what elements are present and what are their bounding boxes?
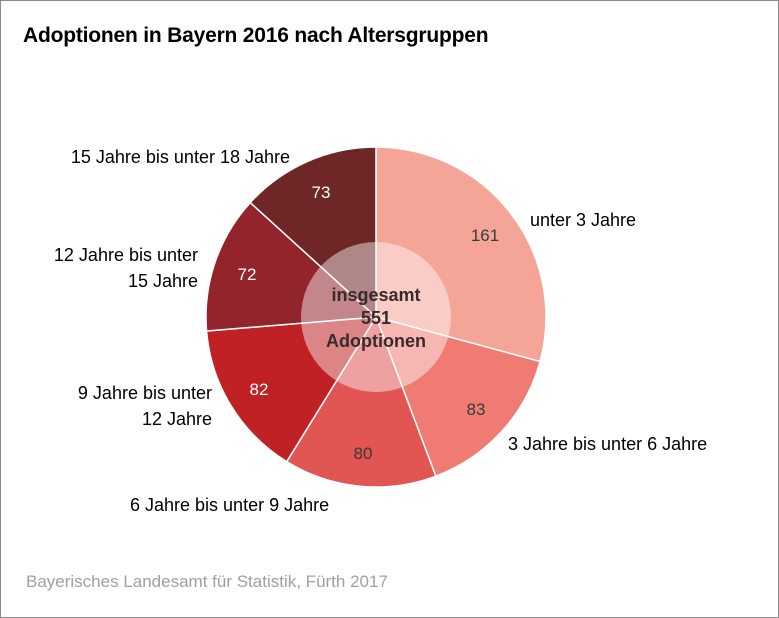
slice-value-label: 161 [471,226,499,245]
pie-slice [285,315,437,488]
pie-slice [205,316,378,463]
pie-slice [374,315,541,478]
slice-category-label: 12 Jahre bis unter [54,245,198,265]
pie-slice [249,146,377,319]
center-total-label: Adoptionen [326,331,426,351]
slice-value-label: 72 [238,265,257,284]
slice-category-label: 15 Jahre bis unter 18 Jahre [71,147,290,167]
slice-category-label: 12 Jahre [142,409,212,429]
slice-value-label: 83 [467,400,486,419]
slice-value-label: 82 [250,380,269,399]
center-circle [301,242,451,392]
center-total-label: insgesamt [331,285,420,305]
slice-category-label: 9 Jahre bis unter [78,383,212,403]
slice-category-label: unter 3 Jahre [530,210,636,230]
slice-category-label: 6 Jahre bis unter 9 Jahre [130,495,329,515]
chart-title: Adoptionen in Bayern 2016 nach Altersgru… [23,24,489,47]
slice-value-label: 80 [354,444,373,463]
slice-category-label: 3 Jahre bis unter 6 Jahre [508,434,707,454]
pie-slice [375,146,547,363]
slice-value-label: 73 [312,183,331,202]
center-total-label: 551 [361,308,391,328]
slice-category-label: 15 Jahre [128,271,198,291]
source-note: Bayerisches Landesamt für Statistik, Für… [26,572,388,591]
pie-slice [205,201,378,332]
